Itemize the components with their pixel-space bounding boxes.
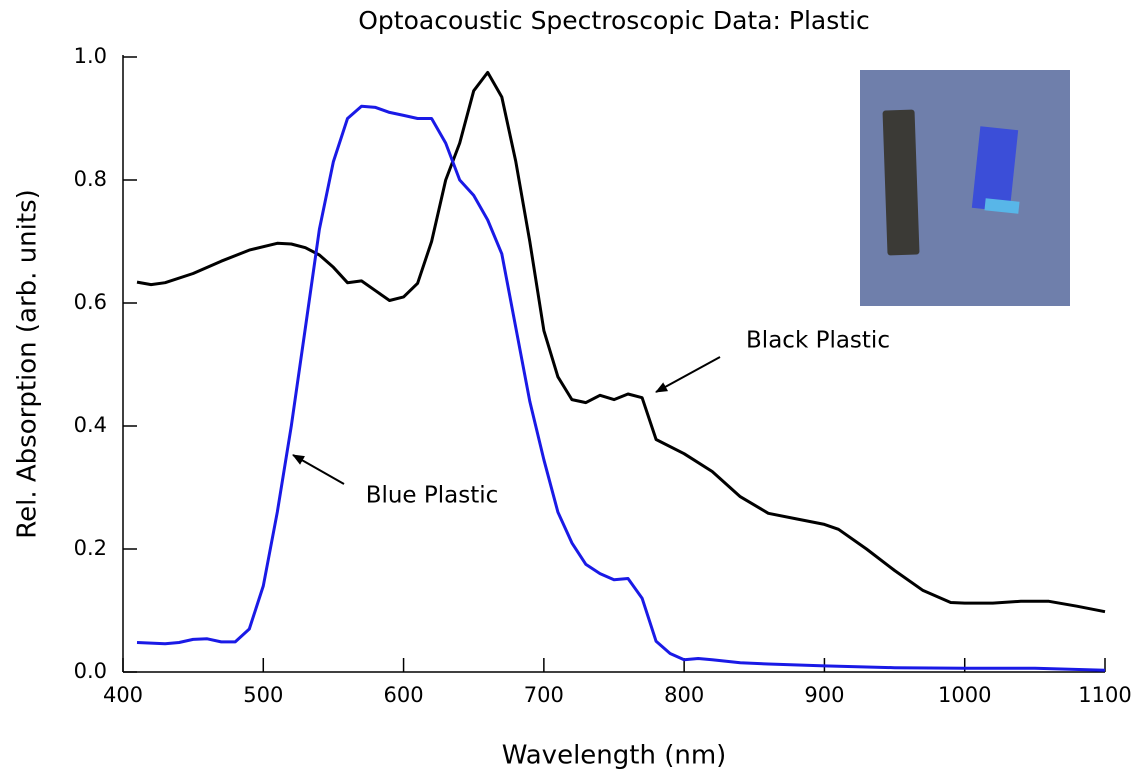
x-tick-label: 700 <box>524 683 564 707</box>
y-tick-label: 0.8 <box>74 167 107 191</box>
x-tick-label: 1100 <box>1078 683 1131 707</box>
x-axis-label: Wavelength (nm) <box>502 741 727 771</box>
x-tick-label: 900 <box>804 683 844 707</box>
y-tick-label: 0.0 <box>74 659 107 683</box>
x-tick-label: 1000 <box>938 683 991 707</box>
annotation: Black Plastic <box>746 328 890 354</box>
y-tick-label: 0.6 <box>74 290 107 314</box>
inset-photo <box>860 70 1070 306</box>
page: {"chart_data": {"type": "line", "title":… <box>0 0 1138 778</box>
x-tick-label: 800 <box>664 683 704 707</box>
y-tick-label: 0.4 <box>74 413 107 437</box>
chart: Optoacoustic Spectroscopic Data: Plastic… <box>0 0 1138 778</box>
annotation: Blue Plastic <box>366 483 499 509</box>
x-tick-label: 400 <box>103 683 143 707</box>
annotation-arrow <box>293 455 344 484</box>
chart-title: Optoacoustic Spectroscopic Data: Plastic <box>358 6 870 35</box>
x-tick-label: 500 <box>243 683 283 707</box>
y-axis-label: Rel. Absorption (arb. units) <box>13 189 43 539</box>
y-tick-label: 1.0 <box>74 44 107 68</box>
y-tick-label: 0.2 <box>74 536 107 560</box>
x-tick-label: 600 <box>384 683 424 707</box>
annotation-arrow <box>656 357 720 392</box>
